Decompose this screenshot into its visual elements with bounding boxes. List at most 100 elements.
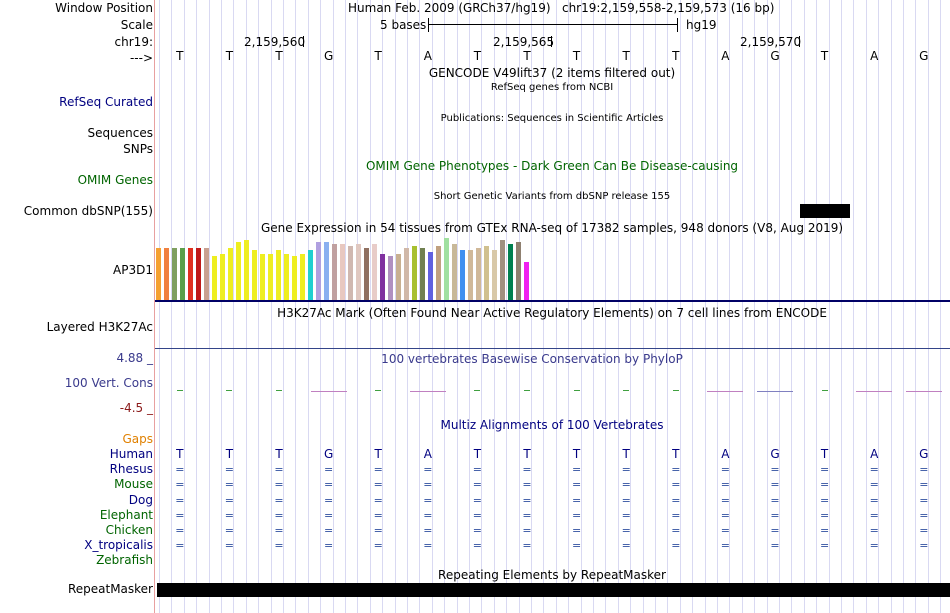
gtex-tissue-bar[interactable] bbox=[332, 244, 337, 300]
grid-line bbox=[581, 0, 582, 613]
gtex-tissue-bar[interactable] bbox=[436, 246, 441, 300]
gtex-tissue-bar[interactable] bbox=[468, 250, 473, 300]
multiz-track-title[interactable]: Multiz Alignments of 100 Vertebrates bbox=[440, 418, 664, 432]
gtex-tissue-bar[interactable] bbox=[156, 248, 161, 300]
species-label-zebrafish[interactable]: Zebrafish bbox=[96, 553, 153, 568]
gtex-tissue-bar[interactable] bbox=[500, 240, 505, 300]
gtex-tissue-bar[interactable] bbox=[300, 254, 305, 300]
repeatmasker-track-title[interactable]: Repeating Elements by RepeatMasker bbox=[438, 568, 666, 582]
omim-track-label[interactable]: OMIM Genes bbox=[77, 173, 153, 187]
ruler-base: T bbox=[820, 49, 829, 63]
gtex-tissue-bar[interactable] bbox=[404, 248, 409, 300]
gtex-tissue-bar[interactable] bbox=[348, 246, 353, 300]
gtex-tissue-bar[interactable] bbox=[420, 248, 425, 300]
gtex-tissue-bar[interactable] bbox=[476, 248, 481, 300]
gtex-tissue-bar[interactable] bbox=[316, 242, 321, 300]
gtex-bar-chart[interactable] bbox=[156, 237, 536, 300]
coord-tick-3 bbox=[799, 36, 800, 47]
gtex-tissue-bar[interactable] bbox=[180, 248, 185, 300]
dbsnp-track-label[interactable]: Common dbSNP(155) bbox=[23, 204, 153, 218]
gtex-tissue-bar[interactable] bbox=[396, 254, 401, 300]
phylop-mark bbox=[524, 390, 530, 391]
gtex-tissue-bar[interactable] bbox=[188, 248, 193, 300]
gtex-tissue-bar[interactable] bbox=[204, 248, 209, 300]
grid-line bbox=[308, 0, 309, 613]
gtex-tissue-bar[interactable] bbox=[356, 244, 361, 300]
species-label-mouse[interactable]: Mouse bbox=[114, 477, 153, 492]
gtex-tissue-bar[interactable] bbox=[388, 256, 393, 300]
gtex-track-title[interactable]: Gene Expression in 54 tissues from GTEx … bbox=[260, 221, 844, 235]
human-alignment-base: T bbox=[672, 447, 680, 461]
alignment-match-symbol: = bbox=[819, 478, 830, 492]
species-label-elephant[interactable]: Elephant bbox=[99, 507, 153, 522]
alignment-match-symbol: = bbox=[472, 463, 482, 477]
grid-line bbox=[233, 0, 234, 613]
gtex-tissue-bar[interactable] bbox=[220, 254, 225, 300]
species-label-human[interactable]: Human bbox=[109, 447, 153, 461]
gtex-tissue-bar[interactable] bbox=[484, 246, 489, 300]
omim-track-title[interactable]: OMIM Gene Phenotypes - Dark Green Can Be… bbox=[365, 159, 739, 173]
gtex-tissue-bar[interactable] bbox=[292, 256, 297, 300]
alignment-match-symbol: = bbox=[423, 508, 433, 522]
gtex-tissue-bar[interactable] bbox=[284, 254, 289, 300]
alignment-match-symbol: = bbox=[621, 539, 631, 553]
alignment-match-symbol: = bbox=[423, 524, 433, 537]
gtex-tissue-bar[interactable] bbox=[260, 254, 265, 300]
publications-track-title[interactable]: Publications: Sequences in Scientific Ar… bbox=[440, 113, 664, 124]
alignment-match-symbol: = bbox=[770, 478, 780, 492]
phylop-mark bbox=[310, 391, 347, 392]
gtex-tissue-bar[interactable] bbox=[308, 250, 313, 300]
grid-line bbox=[829, 0, 830, 613]
gtex-tissue-bar[interactable] bbox=[380, 254, 385, 300]
gtex-tissue-bar[interactable] bbox=[252, 250, 257, 300]
alignment-match-symbol: = bbox=[770, 524, 780, 537]
phylop-track-title[interactable]: 100 vertebrates Basewise Conservation by… bbox=[381, 352, 683, 366]
refseq-track-label[interactable]: RefSeq Curated bbox=[59, 95, 153, 109]
gtex-tissue-bar[interactable] bbox=[428, 252, 433, 300]
gtex-tissue-bar[interactable] bbox=[460, 250, 465, 300]
h3k27ac-track-title[interactable]: H3K27Ac Mark (Often Found Near Active Re… bbox=[277, 306, 827, 320]
alignment-match-symbol: = bbox=[472, 493, 482, 507]
dbsnp-variant-block[interactable] bbox=[800, 204, 850, 218]
gtex-tissue-bar[interactable] bbox=[276, 250, 281, 300]
gtex-tissue-bar[interactable] bbox=[412, 246, 417, 300]
phylop-mark bbox=[176, 390, 183, 391]
phylop-track-label[interactable]: 100 Vert. Cons bbox=[64, 376, 153, 390]
gtex-tissue-bar[interactable] bbox=[452, 244, 457, 300]
gencode-track-title[interactable]: GENCODE V49lift37 (2 items filtered out) bbox=[428, 66, 676, 80]
alignment-match-symbol: = bbox=[274, 478, 284, 492]
alignment-match-symbol: = bbox=[175, 493, 185, 507]
gtex-tissue-bar[interactable] bbox=[492, 250, 497, 300]
alignment-match-symbol: = bbox=[671, 524, 681, 537]
gtex-tissue-bar[interactable] bbox=[196, 248, 201, 300]
gtex-gene-label[interactable]: AP3D1 bbox=[113, 263, 153, 277]
repeatmasker-track-label[interactable]: RepeatMasker bbox=[67, 582, 153, 596]
grid-line bbox=[605, 0, 606, 613]
gtex-tissue-bar[interactable] bbox=[364, 248, 369, 300]
gtex-tissue-bar[interactable] bbox=[324, 242, 329, 300]
repeatmasker-element-block[interactable] bbox=[157, 583, 950, 597]
gtex-tissue-bar[interactable] bbox=[244, 240, 249, 300]
phylop-mark bbox=[821, 390, 828, 391]
dbsnp-track-title[interactable]: Short Genetic Variants from dbSNP releas… bbox=[433, 191, 671, 202]
species-label-chicken[interactable]: Chicken bbox=[105, 523, 153, 537]
gtex-tissue-bar[interactable] bbox=[508, 244, 513, 300]
gtex-tissue-bar[interactable] bbox=[524, 262, 529, 300]
gtex-tissue-bar[interactable] bbox=[164, 248, 169, 300]
gtex-tissue-bar[interactable] bbox=[236, 242, 241, 300]
gtex-tissue-bar[interactable] bbox=[268, 254, 273, 300]
species-label-x_tropicalis[interactable]: X_tropicalis bbox=[84, 538, 153, 553]
sequences-track-label[interactable]: Sequences bbox=[87, 126, 153, 140]
species-label-rhesus[interactable]: Rhesus bbox=[109, 462, 153, 477]
gtex-tissue-bar[interactable] bbox=[444, 238, 449, 300]
gtex-tissue-bar[interactable] bbox=[372, 244, 377, 300]
gtex-tissue-bar[interactable] bbox=[212, 256, 217, 300]
h3k27ac-track-label[interactable]: Layered H3K27Ac bbox=[46, 320, 153, 334]
gtex-tissue-bar[interactable] bbox=[172, 248, 177, 300]
species-label-dog[interactable]: Dog bbox=[128, 492, 153, 507]
refseq-track-title[interactable]: RefSeq genes from NCBI bbox=[490, 82, 614, 93]
gtex-tissue-bar[interactable] bbox=[516, 242, 521, 300]
snps-group-label[interactable]: SNPs bbox=[123, 142, 153, 156]
gtex-tissue-bar[interactable] bbox=[228, 248, 233, 300]
gtex-tissue-bar[interactable] bbox=[340, 244, 345, 300]
